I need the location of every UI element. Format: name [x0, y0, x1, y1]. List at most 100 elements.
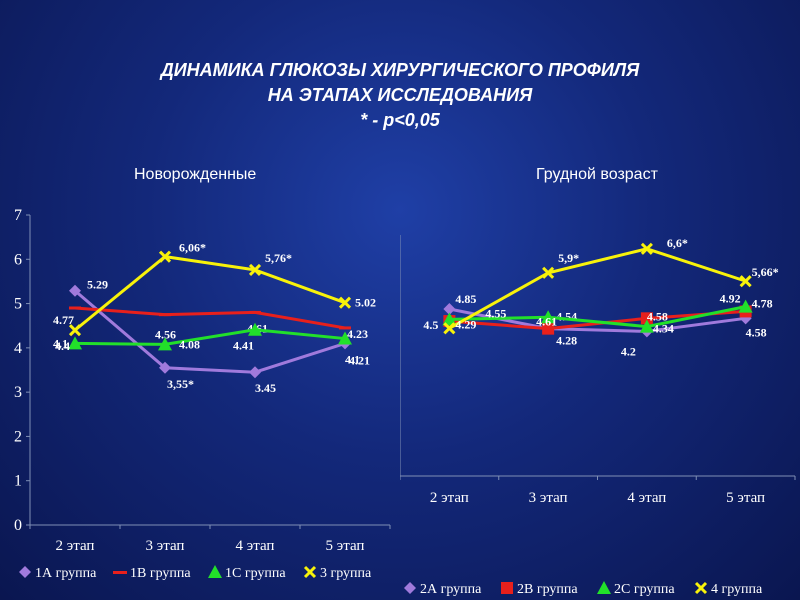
right-series-1-line	[449, 309, 746, 331]
right-legend-swatch-stroke	[694, 581, 708, 595]
right-x-tick-label: 4 этап	[627, 490, 666, 506]
right-data-label: 4.5	[423, 318, 438, 332]
left-y-tick-label: 2	[14, 428, 22, 445]
left-series-1	[69, 306, 351, 330]
left-series-2	[68, 322, 352, 351]
right-data-label: 5,9*	[558, 251, 579, 265]
left-series-0-line	[74, 289, 346, 374]
left-chart-heading: Новорожденные	[134, 166, 257, 183]
right-series-3-point	[640, 242, 653, 255]
left-series-2-point	[158, 337, 172, 351]
right-chart-heading: Грудной возраст	[536, 166, 658, 183]
right-data-label: 5,66*	[752, 265, 779, 279]
left-data-label: 5.29	[87, 278, 108, 292]
right-legend-swatch	[404, 582, 416, 594]
right-data-label: 6,6*	[667, 236, 688, 250]
right-legend-label: 2В группа	[517, 582, 578, 597]
left-data-label: 5,76*	[265, 251, 292, 265]
newborn-glucose-chart: 0 1 2 3 4 5 6 7 2 этап 3 этап 4 этап 5 этап 5.29 3,55…	[14, 207, 391, 581]
right-legend-label: 4 группа	[711, 582, 763, 597]
left-series-0-point	[249, 366, 261, 379]
right-series-3-point	[542, 266, 555, 279]
right-legend-swatch	[694, 581, 708, 595]
left-y-tick-label: 6	[14, 251, 22, 268]
left-data-label: 4.4	[55, 339, 70, 353]
left-data-label: 4.1	[53, 336, 68, 350]
right-series-1-point	[640, 312, 653, 325]
left-y-tick-label: 1	[14, 473, 22, 490]
left-data-label: 4.1	[345, 352, 360, 366]
left-series-3-point-stroke	[68, 324, 82, 337]
left-data-label: 3.45	[255, 381, 276, 395]
right-series-2-point	[639, 319, 654, 333]
left-legend-swatch	[113, 571, 127, 574]
left-legend-swatch	[19, 566, 31, 578]
title-line-1: ДИНАМИКА ГЛЮКОЗЫ ХИРУРГИЧЕСКОГО ПРОФИЛЯ	[160, 60, 640, 80]
left-legend-item: 1В группа	[113, 566, 191, 581]
right-series-2-line	[449, 305, 746, 329]
right-legend-item: 2В группа	[501, 582, 578, 597]
right-legend-swatch	[501, 582, 513, 594]
left-series-3-point-stroke	[158, 250, 172, 263]
left-series-1-point	[69, 306, 81, 310]
right-data-label: 4.2	[621, 344, 636, 358]
left-y-tick-label: 5	[14, 296, 22, 313]
right-series-3-point-stroke	[443, 322, 456, 335]
left-legend-label: 1А группа	[35, 566, 97, 581]
right-x-tick-label: 2 этап	[430, 490, 469, 506]
left-data-label: 4.21	[349, 354, 370, 368]
right-data-label: 4.58	[746, 325, 767, 339]
title-line-3: * - р<0,05	[360, 110, 440, 130]
left-series-0-point	[69, 284, 81, 297]
left-series-1-point	[249, 310, 261, 314]
right-legend-item: 4 группа	[694, 581, 763, 597]
right-data-label: 4.34	[653, 322, 674, 336]
right-series-2	[442, 299, 753, 333]
left-series-1-point	[339, 326, 351, 330]
right-series-0-point	[739, 312, 752, 325]
right-legend-swatch	[597, 581, 611, 594]
left-y-tick-label: 4	[14, 340, 22, 357]
left-data-label: 4.41	[233, 339, 254, 353]
left-series-3-point	[338, 296, 352, 309]
left-series-3	[68, 250, 352, 337]
left-y-tick-label: 7	[14, 207, 22, 224]
right-data-label: 4.85	[455, 292, 476, 306]
right-series-1-point	[542, 322, 555, 335]
left-y-tick-label: 0	[14, 517, 22, 534]
left-x-tick-label: 5 этап	[326, 538, 365, 554]
left-data-label: 4.08	[179, 337, 200, 351]
left-legend-label: 3 группа	[320, 566, 372, 581]
left-series-3-point	[248, 263, 262, 276]
right-legend-label: 2А группа	[420, 582, 482, 597]
right-series-3-point-stroke	[739, 275, 752, 288]
right-data-label: 4.28	[556, 334, 577, 348]
left-series-3-point-stroke	[248, 263, 262, 276]
right-x-tick-label: 3 этап	[529, 490, 568, 506]
right-legend-label: 2С группа	[614, 582, 675, 597]
left-legend-label: 1В группа	[130, 566, 191, 581]
left-data-label: 5.02	[355, 296, 376, 310]
right-series-3	[443, 242, 752, 335]
right-data-label: 4.29	[455, 317, 476, 331]
left-data-label: 3,55*	[167, 377, 194, 391]
left-series-1-line	[74, 306, 346, 330]
left-legend-swatch-stroke	[303, 565, 317, 579]
right-series-3-point	[739, 275, 752, 288]
right-x-tick-label: 5 этап	[726, 490, 765, 506]
right-legend-item: 2А группа	[404, 582, 482, 597]
right-data-label: 4.92	[720, 292, 741, 306]
left-legend-item: 1А группа	[19, 566, 97, 581]
right-series-2-point	[541, 310, 556, 324]
left-legend-swatch	[208, 565, 222, 578]
right-data-label: 4.54	[556, 310, 577, 324]
left-x-tick-label: 3 этап	[146, 538, 185, 554]
left-y-tick-label: 3	[14, 384, 22, 401]
left-legend-label: 1С группа	[225, 566, 286, 581]
right-series-3-point	[443, 322, 456, 335]
left-x-tick-label: 4 этап	[236, 538, 275, 554]
left-series-3-point-stroke	[338, 296, 352, 309]
right-data-label: 4.78	[752, 296, 773, 310]
right-series-2-point	[738, 299, 753, 313]
